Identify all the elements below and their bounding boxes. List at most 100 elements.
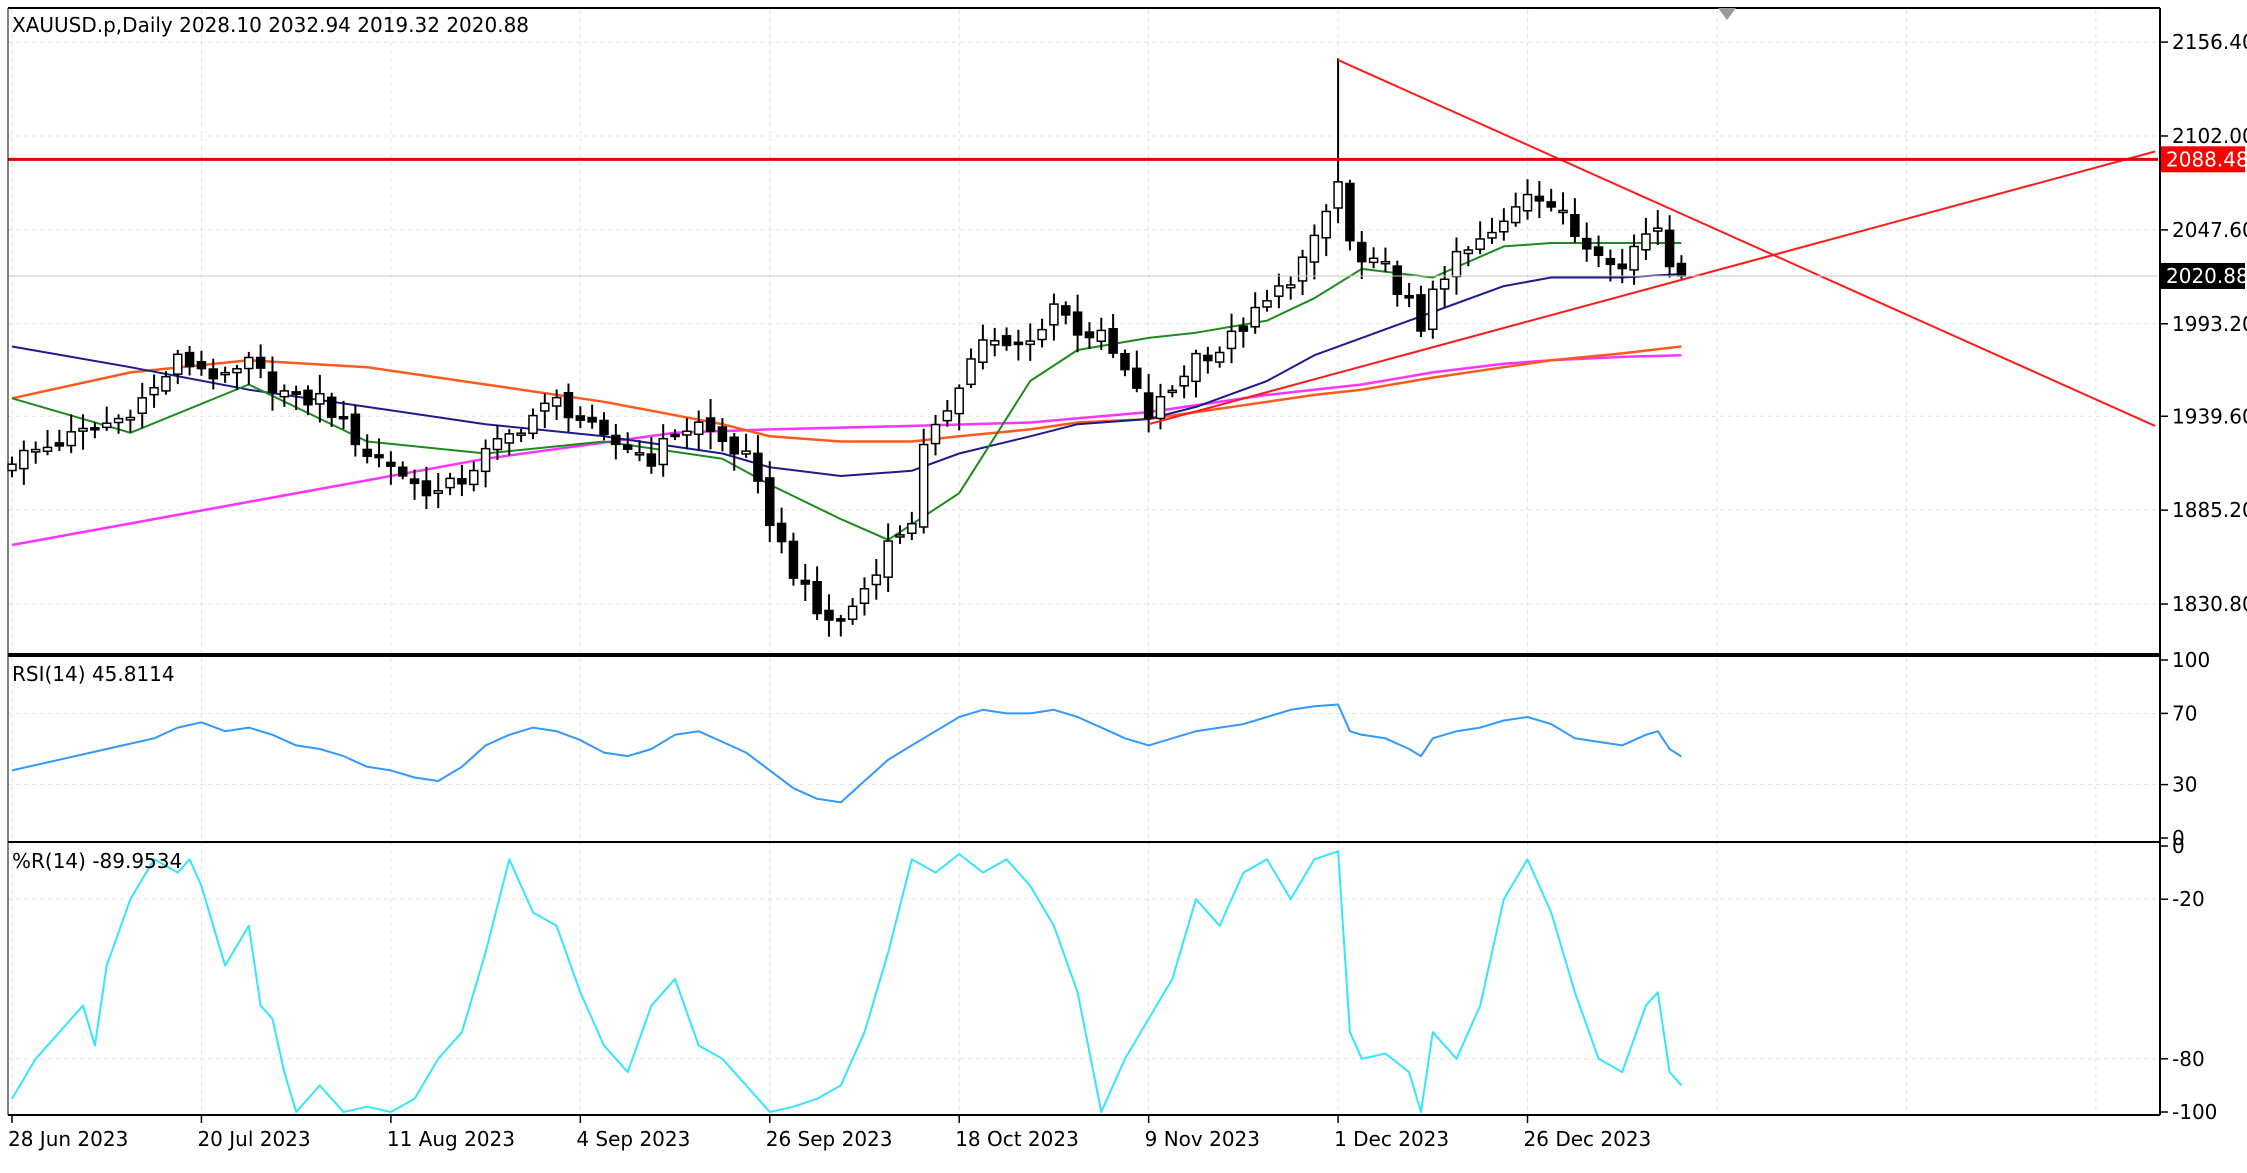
candle [1416,285,1426,338]
wpr-y-tick-label: -100 [2172,1100,2217,1124]
candle [622,432,633,454]
rsi-pane-title: RSI(14) 45.8114 [12,662,175,686]
candle [1368,247,1379,269]
candle [1049,293,1059,341]
candle [267,356,278,411]
candle [907,511,917,541]
wpr-y-tick-label: -80 [2172,1047,2205,1071]
candle [847,598,858,625]
candle [930,414,941,456]
candle [30,441,41,464]
candle [1581,222,1592,262]
candle [1345,179,1355,251]
candle [895,525,905,544]
price-y-tick-label: 1885.20 [2172,498,2247,522]
candle [989,327,1000,357]
x-tick-label: 18 Oct 2023 [955,1127,1079,1151]
candle [634,440,645,462]
wpr-line [11,850,1683,1113]
chart-shift-marker-icon[interactable] [1718,8,1736,20]
candle [587,404,597,429]
rsi-y-tick-label: 0 [2172,826,2185,850]
current-price-label: 2020.88 [2161,262,2247,289]
candle [244,351,254,385]
candle [350,404,361,457]
price-pane-title: XAUUSD.p,Daily 2028.10 2032.94 2019.32 2… [12,13,529,37]
ma-slow-line [11,345,1682,443]
ma-mid-line [11,273,1682,477]
candle [137,382,147,429]
candle [800,563,811,601]
candle [1617,248,1627,284]
x-tick-label: 26 Sep 2023 [766,1127,893,1151]
candle [42,429,53,456]
candle [101,406,112,431]
candle [575,406,586,428]
x-tick-label: 28 Jun 2023 [8,1127,128,1151]
candle [670,429,680,441]
candle [397,461,408,480]
candle [1072,294,1083,353]
x-tick-label: 4 Sep 2023 [576,1127,690,1151]
price-y-tick-label: 2156.40 [2172,30,2247,54]
candle [1025,323,1035,361]
candle [978,324,988,370]
candle [516,428,526,443]
candle [291,385,301,411]
x-tick-label: 11 Aug 2023 [387,1127,515,1151]
candle [1084,322,1095,349]
price-y-tick-label: 2102.00 [2172,124,2247,148]
indicator-lines [8,703,2158,1113]
candle [433,472,443,509]
candle [741,433,751,458]
candle [682,418,692,450]
candle [1203,346,1213,374]
rsi-y-tick-label: 100 [2172,648,2210,672]
trendline-2[interactable] [1148,150,2156,426]
candle [1546,188,1556,212]
candle [457,464,467,497]
candle [184,345,195,376]
grid-lines [8,10,2158,1112]
candle [326,392,337,427]
price-y-tick-label: 1993.20 [2172,312,2247,336]
candle [1510,192,1521,227]
candle [374,438,384,468]
candle [776,507,787,554]
candle [1641,217,1651,260]
trendline-1[interactable] [1337,59,2156,427]
rsi-y-tick-label: 70 [2172,701,2197,725]
x-tick-label: 26 Dec 2023 [1524,1127,1652,1151]
candle [1214,346,1225,368]
candle [480,439,491,488]
price-y-tick-label: 1939.60 [2172,404,2247,428]
candle [1274,273,1284,309]
candle [492,424,503,460]
candle [1226,313,1237,364]
trendlines[interactable] [8,59,2158,427]
wpr-pane-title: %R(14) -89.9534 [12,849,182,873]
candle [646,437,657,474]
candle [883,523,893,593]
wpr-y-tick-label: -20 [2172,887,2205,911]
candles [7,58,1687,637]
candle [1001,327,1012,351]
candle [1593,235,1604,268]
candle [729,433,739,471]
candle [1357,230,1367,280]
candle [540,393,550,429]
rsi-line [11,703,1682,804]
candle [445,472,455,496]
candle [765,461,775,543]
rsi-y-tick-label: 30 [2172,773,2197,797]
candle [1309,224,1320,280]
candle [1475,221,1485,255]
candle [1380,247,1391,273]
candle [563,383,574,432]
candle [90,422,100,439]
candle [1451,237,1462,295]
candle [1238,317,1249,348]
